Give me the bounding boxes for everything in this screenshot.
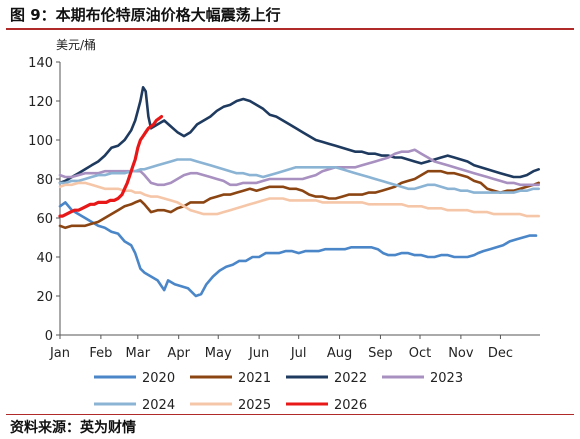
chart-title: 图 9：本期布伦特原油价格大幅震荡上行 (10, 6, 281, 24)
x-tick-label: Oct (409, 346, 431, 361)
legend-label-2026: 2026 (334, 398, 367, 413)
series-line-2020 (58, 201, 538, 298)
x-tick-label: Aug (327, 346, 352, 361)
y-tick-label: 100 (28, 134, 53, 149)
x-tick-label: Feb (89, 346, 112, 361)
legend-label-2023: 2023 (430, 371, 463, 386)
legend: 2020 2021 2022 2023 2024 2025 2026 (94, 371, 463, 413)
series-line-2026 (58, 115, 164, 218)
x-tick-label: Sep (368, 346, 393, 361)
y-axis-unit-label: 美元/桶 (56, 37, 96, 52)
y-tick-label: 60 (36, 212, 53, 227)
x-tick-label: Nov (448, 346, 474, 361)
y-tick-label: 0 (45, 329, 53, 344)
x-tick-label: Mar (126, 346, 151, 361)
series-line-2025 (58, 181, 540, 218)
title-rule (6, 28, 574, 30)
y-tick-label: 20 (36, 290, 53, 305)
source-note: 资料来源：英为财情 (10, 420, 136, 436)
legend-label-2022: 2022 (334, 371, 367, 386)
y-tick-label: 120 (28, 95, 53, 110)
series-lines (58, 86, 540, 298)
x-tick-label: Apr (167, 346, 190, 361)
y-tick-label: 40 (36, 251, 53, 266)
legend-label-2021: 2021 (238, 371, 271, 386)
y-tick-label: 140 (28, 56, 53, 71)
legend-label-2025: 2025 (238, 398, 271, 413)
series-line-2021 (58, 169, 540, 230)
source-rule (6, 414, 574, 415)
y-tick-label: 80 (36, 173, 53, 188)
legend-label-2020: 2020 (142, 371, 175, 386)
y-axis-ticks: 0 20 40 60 80 100 120 140 (28, 56, 60, 344)
x-tick-label: Jun (248, 346, 269, 361)
series-line-2022 (58, 86, 540, 185)
axes (59, 62, 540, 336)
x-tick-label: Jan (49, 346, 70, 361)
x-tick-label: May (205, 346, 232, 361)
series-line-2024 (58, 158, 540, 194)
x-tick-label: Dec (488, 346, 513, 361)
x-axis-ticks: Jan Feb Mar Apr May Jun Jul Aug Sep Oct Nov Dec (49, 335, 513, 361)
x-tick-label: Jul (290, 346, 307, 361)
legend-label-2024: 2024 (142, 398, 175, 413)
